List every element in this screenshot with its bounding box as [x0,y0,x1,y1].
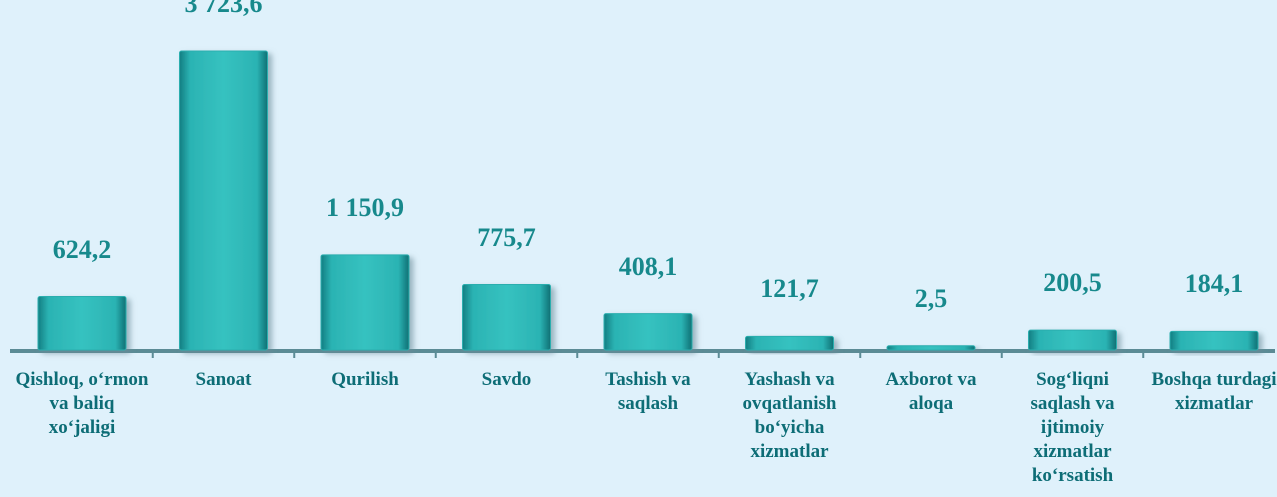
data-label: 184,1 [1184,269,1244,299]
data-label: 624,2 [52,234,112,264]
bar [1169,330,1259,351]
x-tick-label: Axborot va aloqa [885,369,977,414]
x-tick-label: Savdo [481,369,532,390]
bar [1028,329,1117,351]
data-label: 408,1 [618,251,678,281]
x-tick-label: Boshqa turdagi xizmatlar [1151,369,1277,414]
bar [745,335,834,351]
x-tick-label: Sanoat [195,369,252,390]
bar [886,345,976,351]
bar [320,254,410,351]
bar [603,313,693,351]
data-label: 121,7 [760,274,819,304]
x-tick-label: Yashash va ovqatlanish bo‘yicha xizmatla… [742,369,837,462]
x-tick-label: Sog‘liqni saqlash va ijtimoiy xizmatlar … [1030,369,1115,486]
x-tick-label: Tashish va saqlash [605,369,691,414]
x-tick-label: Qishloq, o‘rmon va baliq xo‘jaligi [15,369,149,438]
bar [179,50,268,351]
data-label: 2,5 [914,283,948,313]
data-label: 1 150,9 [326,192,404,222]
data-label: 200,5 [1043,268,1102,298]
bar [37,296,127,351]
data-label: 775,7 [477,222,536,252]
data-label: 3 723,6 [184,0,263,18]
bar [462,284,551,351]
x-tick-label: Qurilish [331,369,399,390]
